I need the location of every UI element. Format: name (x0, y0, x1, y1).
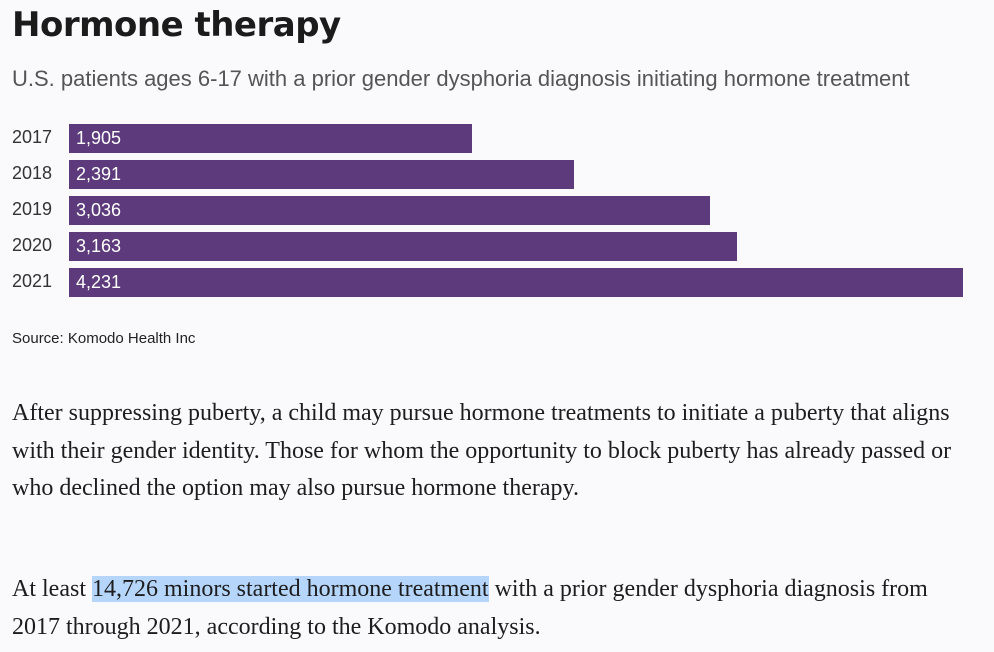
bar-row: 2019 3,036 (0, 194, 994, 225)
bar (69, 268, 963, 297)
article-paragraph-1[interactable]: After suppressing puberty, a child may p… (12, 400, 952, 501)
category-label: 2018 (12, 163, 53, 183)
bar-row: 2018 2,391 (0, 158, 994, 189)
bar (69, 232, 737, 261)
chart-title: Hormone therapy (12, 5, 341, 45)
chart-source: Source: Komodo Health Inc (12, 330, 196, 347)
bar-row: 2017 1,905 (0, 122, 994, 153)
bar-value-label: 1,905 (76, 128, 122, 148)
bar-value-label: 3,163 (76, 236, 122, 256)
bar-value-label: 3,036 (76, 200, 122, 220)
paragraph-text: At least (12, 576, 92, 602)
category-label: 2021 (12, 271, 53, 291)
bar-value-label: 4,231 (76, 272, 122, 292)
category-label: 2019 (12, 199, 53, 219)
selected-text-highlight[interactable]: 14,726 minors started hormone treatment (91, 576, 489, 602)
bar (69, 196, 710, 225)
paragraph-text: with a prior gender dysphoria diagnosis … (12, 576, 928, 640)
bar-chart: 2017 1,905 2018 2,391 2019 3,036 2020 3,163 2021… (0, 122, 994, 302)
category-label: 2020 (12, 235, 53, 255)
bar (69, 124, 472, 153)
bar (69, 160, 574, 189)
bar-row: 2020 3,163 (0, 230, 994, 261)
article-paragraph-2[interactable]: At least 14,726 minors started hormone t… (12, 571, 972, 646)
bar-value-label: 2,391 (76, 164, 122, 184)
bar-row: 2021 4,231 (0, 266, 994, 297)
chart-subtitle: U.S. patients ages 6-17 with a prior gen… (12, 66, 910, 91)
category-label: 2017 (12, 127, 53, 147)
